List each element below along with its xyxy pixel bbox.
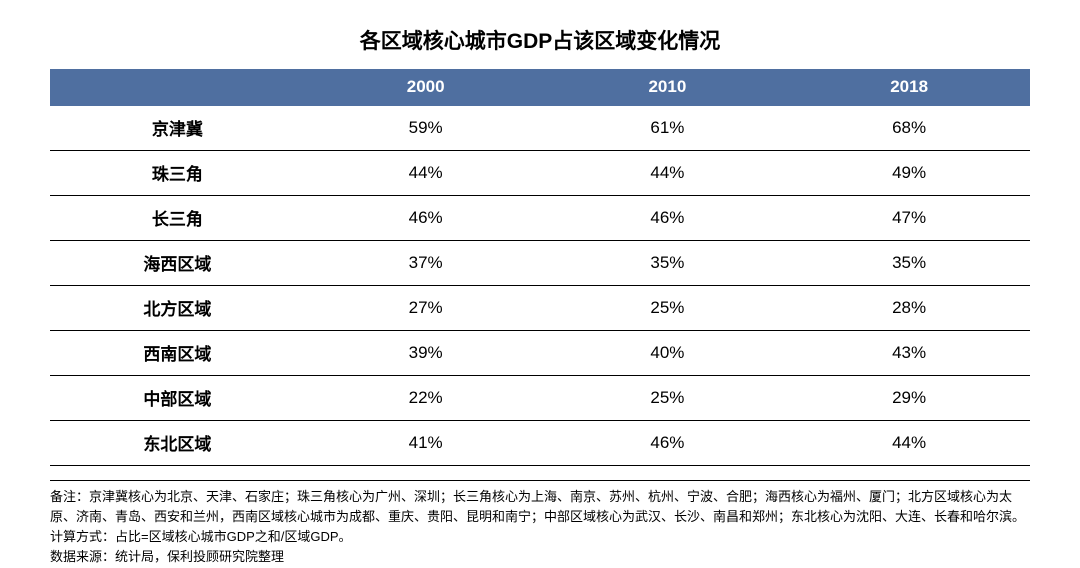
row-label: 珠三角: [50, 151, 305, 196]
table-row: 长三角 46% 46% 47%: [50, 196, 1030, 241]
header-year-1: 2000: [305, 69, 547, 106]
row-label: 京津冀: [50, 106, 305, 151]
cell: 46%: [547, 421, 789, 466]
cell: 29%: [788, 376, 1030, 421]
cell: 61%: [547, 106, 789, 151]
page-title: 各区域核心城市GDP占该区域变化情况: [50, 25, 1030, 55]
cell: 44%: [305, 151, 547, 196]
cell: 46%: [305, 196, 547, 241]
cell: 46%: [547, 196, 789, 241]
cell: 41%: [305, 421, 547, 466]
header-blank: [50, 69, 305, 106]
table-header-row: 2000 2010 2018: [50, 69, 1030, 106]
cell: 59%: [305, 106, 547, 151]
cell: 44%: [547, 151, 789, 196]
cell: 25%: [547, 286, 789, 331]
table-row: 珠三角 44% 44% 49%: [50, 151, 1030, 196]
table-row: 海西区域 37% 35% 35%: [50, 241, 1030, 286]
cell: 44%: [788, 421, 1030, 466]
cell: 47%: [788, 196, 1030, 241]
cell: 35%: [788, 241, 1030, 286]
table-row: 京津冀 59% 61% 68%: [50, 106, 1030, 151]
row-label: 长三角: [50, 196, 305, 241]
row-label: 东北区域: [50, 421, 305, 466]
cell: 35%: [547, 241, 789, 286]
footnote-section: 备注：京津冀核心为北京、天津、石家庄；珠三角核心为广州、深圳；长三角核心为上海、…: [50, 480, 1030, 568]
cell: 25%: [547, 376, 789, 421]
row-label: 中部区域: [50, 376, 305, 421]
cell: 37%: [305, 241, 547, 286]
cell: 68%: [788, 106, 1030, 151]
page-root: 各区域核心城市GDP占该区域变化情况 2000 2010 2018 京津冀 59…: [0, 0, 1080, 533]
gdp-table: 2000 2010 2018 京津冀 59% 61% 68% 珠三角 44% 4…: [50, 69, 1030, 466]
cell: 49%: [788, 151, 1030, 196]
cell: 22%: [305, 376, 547, 421]
footnote-text: 备注：京津冀核心为北京、天津、石家庄；珠三角核心为广州、深圳；长三角核心为上海、…: [50, 487, 1030, 568]
cell: 39%: [305, 331, 547, 376]
header-year-2: 2010: [547, 69, 789, 106]
cell: 27%: [305, 286, 547, 331]
table-body: 京津冀 59% 61% 68% 珠三角 44% 44% 49% 长三角 46% …: [50, 106, 1030, 466]
row-label: 北方区域: [50, 286, 305, 331]
cell: 28%: [788, 286, 1030, 331]
table-row: 东北区域 41% 46% 44%: [50, 421, 1030, 466]
row-label: 西南区域: [50, 331, 305, 376]
table-row: 中部区域 22% 25% 29%: [50, 376, 1030, 421]
row-label: 海西区域: [50, 241, 305, 286]
cell: 43%: [788, 331, 1030, 376]
cell: 40%: [547, 331, 789, 376]
table-row: 北方区域 27% 25% 28%: [50, 286, 1030, 331]
header-year-3: 2018: [788, 69, 1030, 106]
table-row: 西南区域 39% 40% 43%: [50, 331, 1030, 376]
